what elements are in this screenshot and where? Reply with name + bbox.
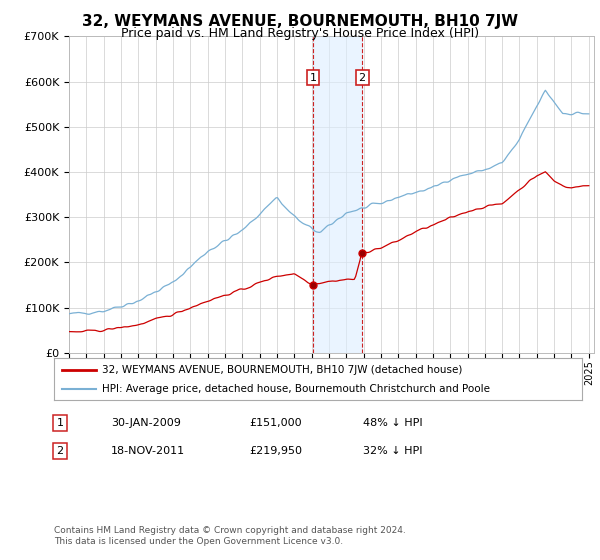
Text: Contains HM Land Registry data © Crown copyright and database right 2024.: Contains HM Land Registry data © Crown c… [54, 526, 406, 535]
Text: 18-NOV-2011: 18-NOV-2011 [111, 446, 185, 456]
Text: £151,000: £151,000 [249, 418, 302, 428]
Text: 32, WEYMANS AVENUE, BOURNEMOUTH, BH10 7JW (detached house): 32, WEYMANS AVENUE, BOURNEMOUTH, BH10 7J… [101, 365, 462, 375]
Text: 48% ↓ HPI: 48% ↓ HPI [363, 418, 422, 428]
Text: Price paid vs. HM Land Registry's House Price Index (HPI): Price paid vs. HM Land Registry's House … [121, 27, 479, 40]
Text: 1: 1 [56, 418, 64, 428]
Text: This data is licensed under the Open Government Licence v3.0.: This data is licensed under the Open Gov… [54, 537, 343, 546]
Text: 32, WEYMANS AVENUE, BOURNEMOUTH, BH10 7JW: 32, WEYMANS AVENUE, BOURNEMOUTH, BH10 7J… [82, 14, 518, 29]
Text: 1: 1 [310, 73, 316, 82]
Text: 30-JAN-2009: 30-JAN-2009 [111, 418, 181, 428]
Bar [313, 36, 362, 353]
Text: £219,950: £219,950 [249, 446, 302, 456]
Text: 2: 2 [56, 446, 64, 456]
Text: 2: 2 [359, 73, 366, 82]
Text: 32% ↓ HPI: 32% ↓ HPI [363, 446, 422, 456]
Text: HPI: Average price, detached house, Bournemouth Christchurch and Poole: HPI: Average price, detached house, Bour… [101, 384, 490, 394]
